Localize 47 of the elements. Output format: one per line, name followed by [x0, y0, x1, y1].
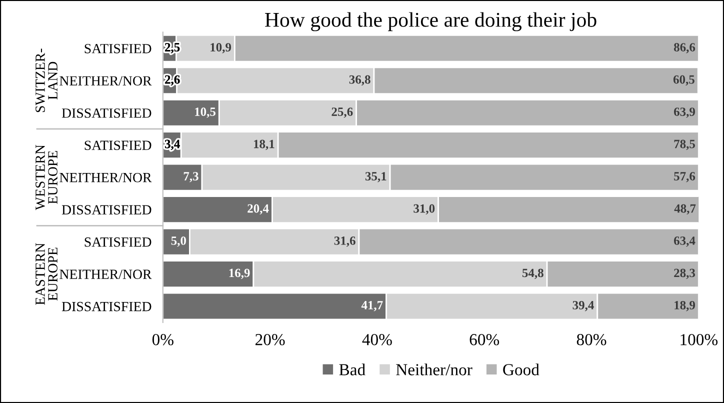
data-label: 35,1: [365, 172, 386, 182]
data-label: 18,1: [254, 140, 274, 150]
data-label: 5,0: [171, 236, 186, 247]
data-label: 63,4: [674, 236, 696, 247]
y-tick-label: SATISFIED: [84, 44, 152, 54]
y-tick-label: NEITHER/NOR: [60, 76, 152, 86]
text: WESTERN EUROPE: [36, 144, 58, 210]
chart-title: How good the police are doing their job: [265, 12, 596, 32]
y-tick-label: DISSATISFIED: [62, 302, 152, 312]
data-label: 25,6: [332, 108, 353, 118]
x-tick-label: 40%: [362, 334, 392, 346]
x-tick-label: 100%: [680, 334, 718, 346]
data-label: 31,6: [334, 236, 356, 247]
data-label: 3,4: [164, 140, 180, 150]
data-label: 39,4: [572, 301, 594, 312]
data-label: 18,9: [674, 300, 695, 312]
data-label: 31,0: [414, 204, 435, 214]
y-tick-label: SATISFIED: [84, 140, 152, 150]
data-label: 57,6: [674, 172, 696, 182]
data-label: 86,6: [674, 43, 696, 54]
x-tick-label: 20%: [256, 334, 285, 346]
x-tick-label: 60%: [470, 334, 500, 346]
data-label: 36,8: [349, 75, 370, 86]
y-tick-label: NEITHER/NOR: [60, 172, 152, 182]
data-label: 60,5: [673, 75, 694, 86]
y-tick-label: DISSATISFIED: [62, 108, 152, 118]
legend-label: Bad: [339, 364, 366, 376]
text: SWITZER- LAND: [36, 48, 58, 112]
y-tick-label: DISSATISFIED: [62, 205, 152, 215]
data-label: 78,5: [674, 140, 695, 150]
data-label: 16,9: [229, 268, 250, 279]
data-label: 28,3: [674, 268, 696, 279]
data-label: 10,9: [210, 43, 232, 54]
y-tick-label: SATISFIED: [84, 237, 152, 247]
data-label: 63,9: [674, 108, 695, 118]
data-label: 54,8: [522, 268, 544, 279]
text: EASTERN EUROPE: [36, 243, 58, 305]
legend-label: Good: [503, 364, 540, 376]
x-tick-label: 0%: [152, 334, 174, 346]
data-label: 10,5: [195, 108, 216, 118]
y-tick-label: NEITHER/NOR: [60, 270, 152, 279]
legend-label: Neither/nor: [396, 364, 472, 376]
data-label: 7,3: [184, 172, 198, 182]
data-label: 41,7: [361, 301, 383, 312]
data-label: 48,7: [674, 204, 696, 214]
data-label: 20,4: [248, 204, 269, 214]
x-tick-label: 80%: [576, 334, 606, 346]
